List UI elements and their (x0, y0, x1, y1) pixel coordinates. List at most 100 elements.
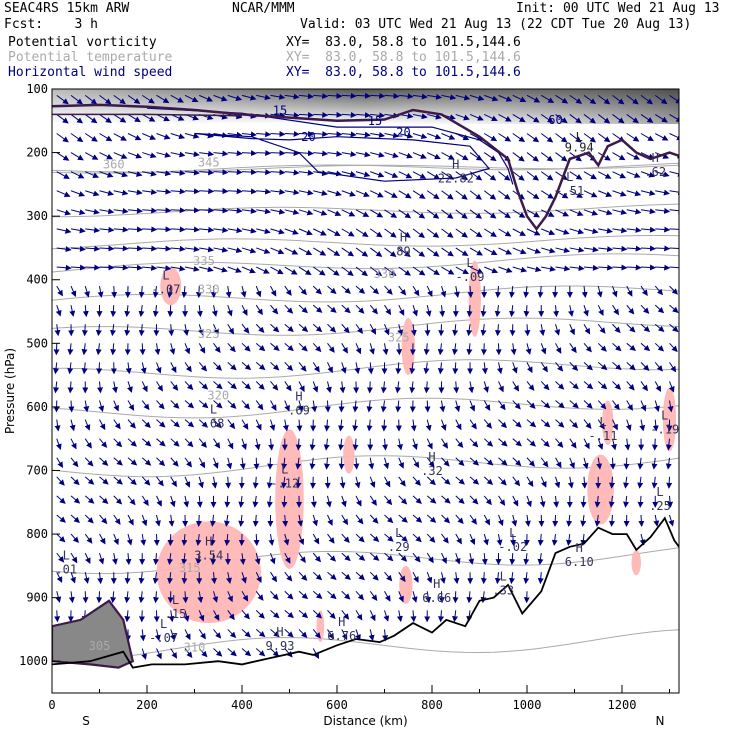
wind-vector (324, 419, 331, 432)
extremum-kind: L (466, 256, 473, 270)
wind-vector (398, 457, 404, 469)
wind-vector (198, 381, 209, 390)
wind-vector (494, 572, 501, 585)
wind-vector (338, 438, 345, 451)
wind-vector (552, 514, 559, 527)
wind-vector (640, 264, 656, 271)
wind-vector (113, 264, 129, 271)
wind-vector (184, 132, 200, 139)
wind-vector (327, 571, 337, 580)
wind-vector (669, 170, 679, 177)
wind-vector (184, 419, 195, 428)
wind-vector (483, 152, 497, 162)
wind-vector (512, 438, 522, 447)
wind-vector (184, 188, 200, 195)
wind-vector (610, 438, 617, 451)
wind-vector (298, 304, 308, 314)
wind-vector (369, 209, 384, 218)
wind-vector (70, 533, 80, 543)
wind-vector (540, 438, 550, 448)
wind-speed-label: 15 (368, 114, 382, 128)
wind-vector (526, 114, 540, 123)
wind-vector (484, 247, 498, 255)
wind-vector (241, 381, 251, 390)
wind-vector (355, 495, 362, 507)
wind-vector (512, 419, 522, 428)
wind-vector (355, 533, 365, 543)
wind-vector (480, 324, 487, 337)
wind-vector (70, 552, 78, 564)
wind-vector (355, 590, 365, 601)
wind-vector (56, 209, 72, 216)
wind-vector (441, 438, 448, 449)
wind-vector (511, 514, 518, 527)
wind-vector (341, 285, 351, 294)
wind-vector (655, 207, 671, 214)
wind-vector (98, 552, 105, 565)
wind-speed-label: 15 (273, 103, 287, 117)
wind-vector (555, 400, 565, 409)
wind-vector (496, 362, 503, 375)
wind-vector (282, 419, 289, 432)
extremum-kind: H (652, 151, 659, 165)
extremum-value: 22.82 (438, 171, 474, 185)
wind-vector (426, 209, 440, 219)
wind-vector (568, 305, 574, 317)
wind-vector (612, 114, 625, 124)
extremum-value: .62 (644, 165, 666, 179)
wind-vector (583, 305, 589, 317)
wind-vector (583, 171, 597, 180)
wind-vector (127, 476, 137, 486)
wind-vector (270, 247, 285, 255)
wind-vector (583, 114, 596, 124)
wind-vector (56, 552, 65, 563)
wind-vector (284, 169, 300, 176)
wind-vector (626, 133, 640, 142)
wind-vector (127, 189, 143, 196)
wind-vector (225, 286, 232, 298)
wind-vector (384, 552, 394, 562)
wind-vector (126, 533, 133, 546)
extremum-kind: L (509, 526, 516, 540)
wind-vector (452, 324, 459, 337)
x-tick-label: 600 (326, 698, 348, 712)
wind-vector (156, 438, 166, 447)
wind-vector (398, 247, 411, 258)
wind-vector (212, 457, 219, 469)
wind-vector (113, 400, 119, 412)
wind-vector (383, 324, 390, 336)
wind-vector (213, 419, 222, 429)
wind-vector (669, 114, 679, 123)
wind-vector (152, 305, 159, 318)
wind-vector (270, 323, 280, 333)
wind-vector (609, 457, 616, 470)
wind-vector (54, 610, 61, 623)
wind-vector (555, 438, 564, 448)
extremum-value: -.19 (650, 423, 679, 437)
wind-vector (640, 304, 650, 314)
wind-vector (298, 362, 307, 372)
wind-vector (125, 553, 132, 566)
wind-vector (541, 228, 556, 236)
wind-speed-label: 60 (548, 113, 562, 127)
theta-label: 305 (89, 639, 111, 653)
wind-vector (412, 133, 428, 140)
wind-vector (227, 150, 243, 157)
wind-vector (483, 457, 494, 466)
wind-vector (113, 476, 123, 485)
wind-vector (554, 476, 561, 489)
wind-vector (184, 362, 192, 373)
wind-vector (270, 648, 280, 657)
extremum-kind: L (500, 569, 507, 583)
wind-vector (184, 629, 191, 641)
wind-vector (384, 571, 393, 582)
wind-vector (341, 111, 357, 118)
wind-vector (127, 114, 141, 123)
wind-vector (569, 324, 575, 336)
wind-vector (227, 629, 237, 638)
extremum-kind: L (656, 485, 663, 499)
wind-vector (554, 324, 561, 336)
wind-vector (370, 132, 386, 138)
wind-vector (640, 114, 654, 123)
wind-vector (298, 266, 312, 276)
